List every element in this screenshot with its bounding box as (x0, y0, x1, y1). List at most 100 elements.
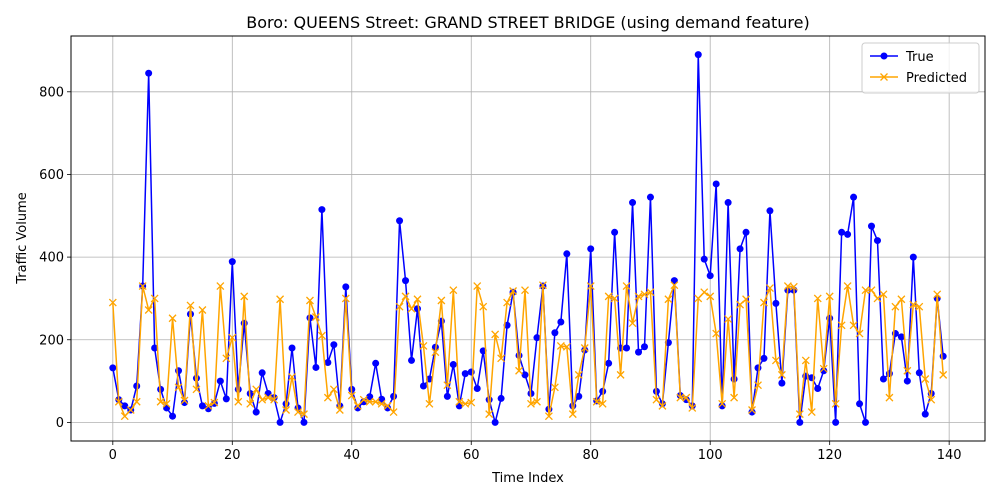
data-point-predicted (801, 356, 810, 365)
data-point-predicted (108, 298, 117, 307)
data-point-predicted (437, 296, 446, 305)
data-point-predicted (700, 288, 709, 297)
data-point-predicted (192, 385, 201, 394)
x-tick-label: 80 (582, 448, 599, 463)
data-point-predicted (413, 295, 422, 304)
legend-marker-true (880, 52, 888, 60)
data-point-predicted (628, 319, 637, 328)
data-point-predicted (509, 287, 518, 295)
data-point-predicted (909, 300, 918, 309)
data-point-predicted (544, 412, 553, 421)
data-point-predicted (694, 294, 703, 303)
data-point-predicted (156, 397, 165, 406)
data-point-predicted (162, 399, 171, 408)
data-point-true (623, 344, 631, 352)
data-point-predicted (873, 294, 882, 303)
data-point-true (551, 329, 559, 337)
data-point-true (921, 410, 929, 418)
data-point-true (461, 370, 469, 378)
data-point-true (300, 418, 308, 426)
data-point-predicted (425, 399, 434, 408)
data-point-predicted (228, 333, 237, 342)
data-point-predicted (658, 401, 667, 410)
data-point-predicted (485, 410, 494, 419)
y-tick-label: 0 (56, 416, 64, 431)
x-axis-label: Time Index (491, 471, 564, 486)
data-point-true (491, 418, 499, 426)
data-point-predicted (670, 281, 679, 290)
data-point-predicted (939, 370, 948, 379)
data-point-true (240, 319, 248, 327)
data-point-predicted (264, 393, 273, 402)
data-point-true (575, 392, 583, 400)
data-point-true (151, 344, 159, 352)
data-point-true (252, 408, 260, 416)
data-point-true (330, 341, 338, 349)
data-point-true (521, 371, 529, 379)
data-point-predicted (897, 295, 906, 304)
data-point-predicted (288, 372, 296, 381)
data-point-true (318, 206, 326, 214)
data-point-predicted (138, 282, 147, 290)
data-point-true (909, 253, 917, 261)
data-point-true (449, 361, 457, 369)
data-point-predicted (491, 330, 500, 339)
data-point-true (324, 358, 332, 366)
data-point-predicted (282, 406, 291, 414)
data-point-true (366, 393, 374, 401)
data-point-predicted (443, 381, 452, 390)
data-point-true (646, 193, 654, 201)
data-point-predicted (646, 288, 655, 297)
data-point-predicted (533, 397, 541, 406)
data-point-true (730, 375, 738, 383)
legend: True Predicted (861, 42, 980, 94)
data-point-predicted (712, 329, 721, 338)
data-point-predicted (431, 348, 440, 357)
data-point-predicted (586, 282, 595, 290)
data-point-predicted (120, 412, 129, 421)
data-point-predicted (748, 406, 756, 414)
data-point-predicted (371, 397, 380, 406)
data-point-predicted (258, 395, 267, 404)
data-point-true (372, 359, 380, 367)
data-point-true (820, 367, 828, 375)
data-point-true (712, 180, 720, 188)
data-point-true (879, 375, 887, 383)
data-point-true (198, 402, 206, 410)
axis-ticks: 0 20 40 60 80 100 120 140 0 200 400 600 800 (39, 85, 961, 463)
data-point-true (706, 272, 714, 280)
data-point-true (778, 379, 786, 387)
data-point-true (700, 255, 708, 263)
data-point-true (216, 377, 224, 385)
data-point-predicted (515, 366, 523, 375)
data-point-predicted (401, 292, 410, 301)
data-point-predicted (730, 393, 739, 402)
chart-title: Boro: QUEENS Street: GRAND STREET BRIDGE… (246, 13, 809, 32)
data-point-predicted (933, 290, 942, 299)
data-point-predicted (467, 398, 476, 407)
data-point-true (640, 343, 648, 351)
data-point-true (635, 348, 643, 356)
data-point-predicted (777, 370, 786, 379)
data-point-predicted (634, 292, 643, 301)
data-point-predicted (819, 364, 828, 373)
data-point-true (192, 374, 200, 382)
data-point-true (856, 400, 864, 408)
data-point-true (384, 404, 392, 412)
data-point-predicted (473, 282, 482, 290)
data-point-predicted (294, 408, 302, 417)
y-tick-label: 800 (39, 85, 64, 100)
data-point-predicted (604, 292, 613, 301)
data-point-predicted (222, 354, 231, 363)
data-point-predicted (132, 397, 141, 406)
series-layer (108, 51, 948, 426)
data-point-predicted (622, 282, 631, 290)
data-point-predicted (305, 296, 314, 305)
data-point-predicted (592, 397, 601, 406)
data-point-true (832, 418, 840, 426)
data-point-true (867, 222, 875, 230)
data-point-true (288, 344, 296, 352)
data-point-predicted (521, 286, 529, 295)
data-point-true (772, 299, 780, 307)
data-point-true (145, 69, 153, 77)
